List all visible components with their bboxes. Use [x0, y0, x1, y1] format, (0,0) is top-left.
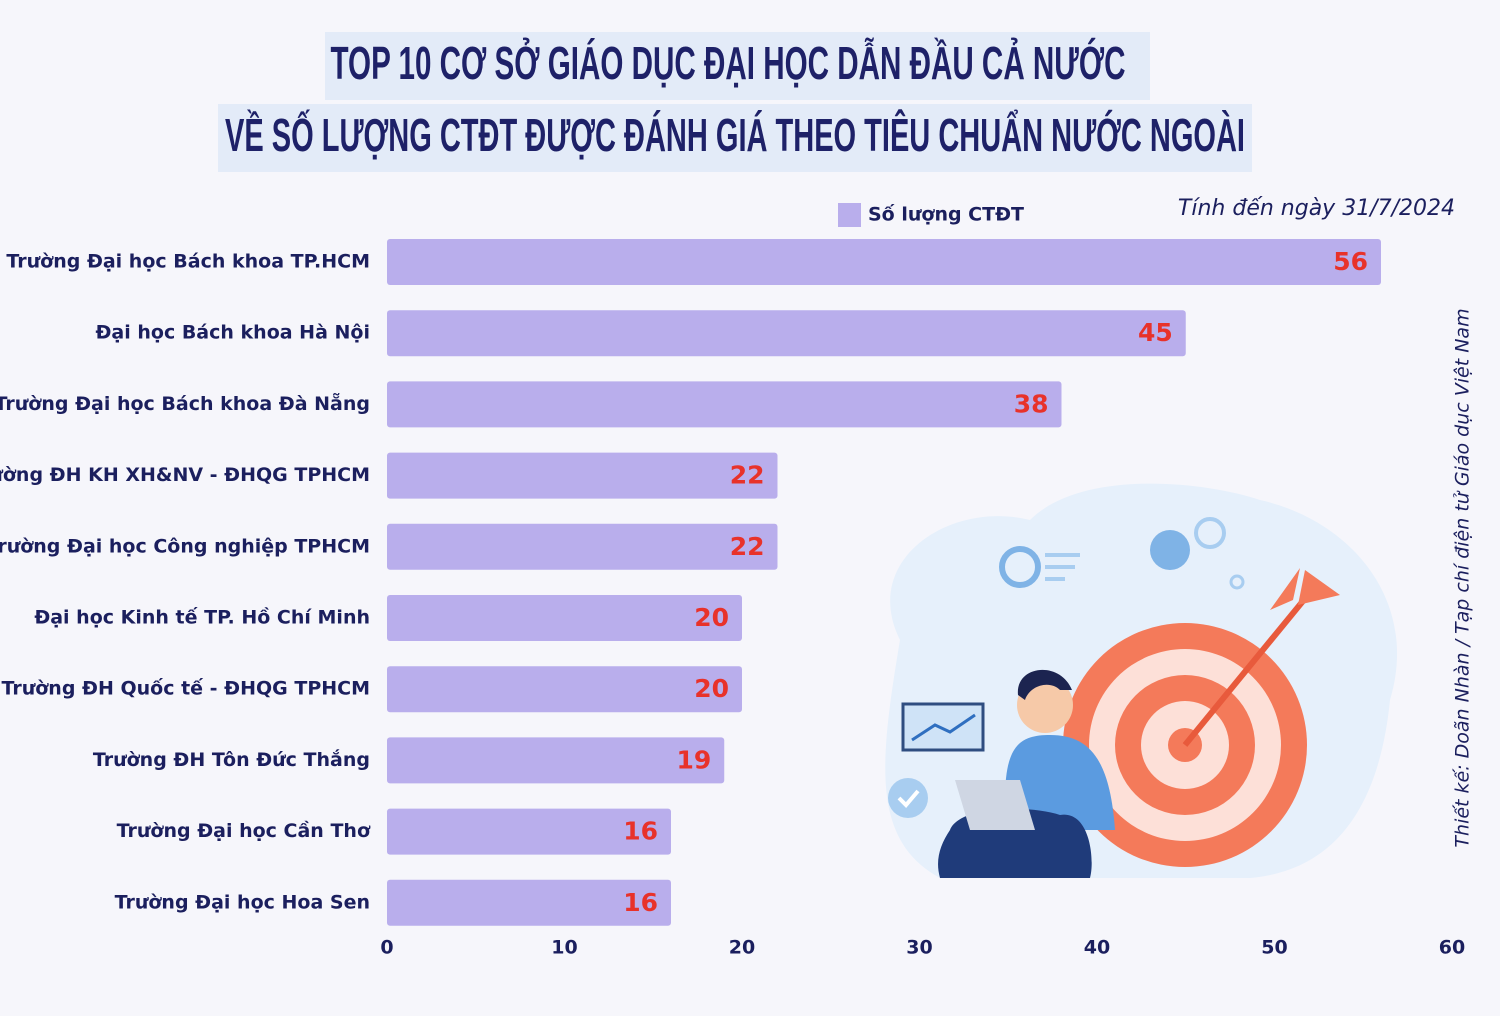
y-tick-label: Trường Đại học Hoa Sen	[115, 891, 370, 913]
x-tick-label: 20	[729, 937, 755, 959]
y-tick-label: Trường ĐH Tôn Đức Thắng	[93, 748, 370, 771]
y-tick-label: Trường ĐH Quốc tế - ĐHQG TPHCM	[1, 677, 370, 700]
value-label: 16	[623, 817, 658, 846]
chart-title: TOP 10 CƠ SỞ GIÁO DỤC ĐẠI HỌC DẪN ĐẦU CẢ…	[331, 37, 1126, 89]
bar	[387, 310, 1186, 357]
value-label: 16	[623, 888, 658, 917]
y-tick-label: Trường Đại học Cần Thơ	[117, 819, 371, 842]
y-tick-label: Đại học Kinh tế TP. Hồ Chí Minh	[34, 606, 370, 629]
value-label: 38	[1014, 389, 1049, 418]
y-tick-label: Trường Đại học Bách khoa Đà Nẵng	[0, 391, 370, 415]
x-tick-label: 30	[906, 937, 932, 959]
x-tick-label: 60	[1439, 937, 1465, 959]
value-label: 56	[1333, 247, 1368, 276]
bar	[387, 595, 742, 641]
x-tick-label: 50	[1261, 937, 1287, 959]
value-label: 19	[676, 745, 711, 774]
x-tick-label: 10	[551, 937, 577, 959]
value-label: 45	[1138, 318, 1173, 347]
y-tick-label: Trường Đại học Bách khoa TP.HCM	[6, 251, 370, 273]
x-tick-label: 40	[1084, 937, 1110, 959]
illustration	[885, 483, 1398, 878]
bar	[387, 523, 778, 570]
title-bg	[218, 104, 1252, 172]
bar	[387, 381, 1062, 428]
bar	[387, 666, 742, 713]
credit: Thiết kế: Doãn Nhàn / Tạp chí điện tử Gi…	[1452, 308, 1474, 847]
value-label: 22	[730, 532, 765, 561]
note: Tính đến ngày 31/7/2024	[1178, 196, 1455, 221]
bar	[387, 737, 725, 784]
value-label: 20	[694, 674, 729, 703]
bar	[387, 808, 671, 855]
y-tick-label: Đại học Bách khoa Hà Nội	[96, 322, 371, 344]
bar	[387, 452, 778, 499]
legend-label: Số lượng CTĐT	[868, 203, 1024, 226]
value-label: 20	[694, 603, 729, 632]
value-label: 22	[730, 461, 765, 490]
y-tick-label: Trường ĐH KH XH&NV - ĐHQG TPHCM	[0, 464, 370, 486]
bar	[387, 879, 671, 926]
legend-swatch	[838, 203, 861, 227]
x-tick-label: 0	[380, 937, 393, 959]
chart-title: VỀ SỐ LƯỢNG CTĐT ĐƯỢC ĐÁNH GIÁ THEO TIÊU…	[225, 109, 1245, 161]
title-bg	[325, 32, 1150, 100]
bar	[387, 239, 1381, 285]
y-tick-label: Trường Đại học Công nghiệp TPHCM	[0, 535, 370, 557]
